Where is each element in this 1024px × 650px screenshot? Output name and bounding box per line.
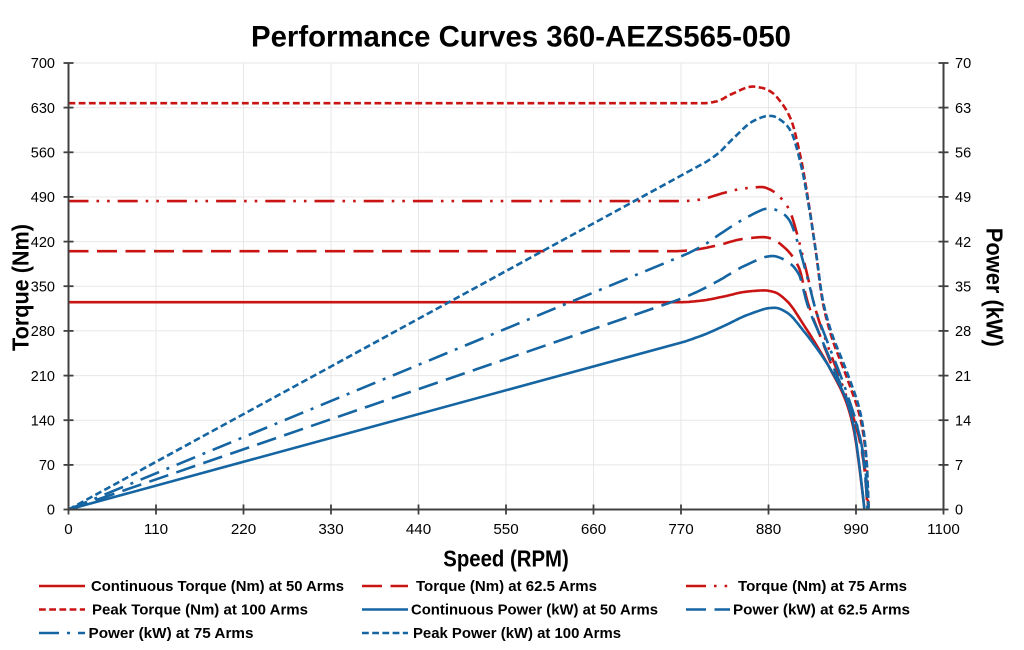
svg-text:Peak Torque (Nm) at 100 Arms: Peak Torque (Nm) at 100 Arms xyxy=(92,602,308,619)
svg-text:49: 49 xyxy=(955,190,971,206)
svg-text:42: 42 xyxy=(955,235,971,251)
svg-text:420: 420 xyxy=(31,235,55,251)
svg-text:560: 560 xyxy=(31,146,55,162)
svg-text:14: 14 xyxy=(955,413,971,429)
svg-text:Continuous Torque (Nm) at 50 A: Continuous Torque (Nm) at 50 Arms xyxy=(91,578,344,595)
svg-text:Power (kW) at 62.5 Arms: Power (kW) at 62.5 Arms xyxy=(733,602,910,619)
svg-text:56: 56 xyxy=(955,146,971,162)
svg-text:330: 330 xyxy=(318,521,343,538)
svg-text:70: 70 xyxy=(955,56,971,72)
svg-text:Peak Power (kW) at 100 Arms: Peak Power (kW) at 100 Arms xyxy=(413,625,621,642)
svg-text:550: 550 xyxy=(493,521,518,538)
svg-text:Torque (Nm) at 75 Arms: Torque (Nm) at 75 Arms xyxy=(738,578,907,595)
svg-text:Power (kW): Power (kW) xyxy=(982,228,1008,347)
svg-text:660: 660 xyxy=(581,521,606,538)
svg-text:0: 0 xyxy=(64,521,72,538)
svg-text:700: 700 xyxy=(31,56,55,72)
svg-text:990: 990 xyxy=(843,521,868,538)
svg-text:110: 110 xyxy=(144,521,168,538)
svg-text:140: 140 xyxy=(31,413,55,429)
svg-text:Continuous Power (kW) at 50 Ar: Continuous Power (kW) at 50 Arms xyxy=(411,602,658,619)
svg-text:63: 63 xyxy=(955,101,971,117)
svg-text:28: 28 xyxy=(955,324,971,340)
svg-text:0: 0 xyxy=(47,503,55,519)
svg-text:7: 7 xyxy=(955,458,963,474)
svg-text:21: 21 xyxy=(955,369,971,385)
svg-text:630: 630 xyxy=(31,101,55,117)
svg-text:Speed (RPM): Speed (RPM) xyxy=(443,546,569,572)
svg-text:220: 220 xyxy=(231,521,256,538)
svg-text:880: 880 xyxy=(756,521,781,538)
svg-text:Torque (Nm): Torque (Nm) xyxy=(8,224,34,351)
svg-text:210: 210 xyxy=(31,369,55,385)
svg-text:440: 440 xyxy=(406,521,431,538)
svg-text:Torque (Nm) at 62.5 Arms: Torque (Nm) at 62.5 Arms xyxy=(416,578,597,595)
svg-text:Performance Curves 360-AEZS565: Performance Curves 360-AEZS565-050 xyxy=(251,21,791,54)
svg-text:280: 280 xyxy=(31,324,55,340)
svg-text:35: 35 xyxy=(955,279,971,295)
svg-text:770: 770 xyxy=(668,521,693,538)
svg-text:350: 350 xyxy=(31,279,55,295)
svg-text:70: 70 xyxy=(39,458,55,474)
svg-text:0: 0 xyxy=(955,503,963,519)
svg-text:1100: 1100 xyxy=(927,521,960,538)
svg-text:490: 490 xyxy=(31,190,55,206)
svg-text:Power (kW) at 75 Arms: Power (kW) at 75 Arms xyxy=(89,625,254,642)
